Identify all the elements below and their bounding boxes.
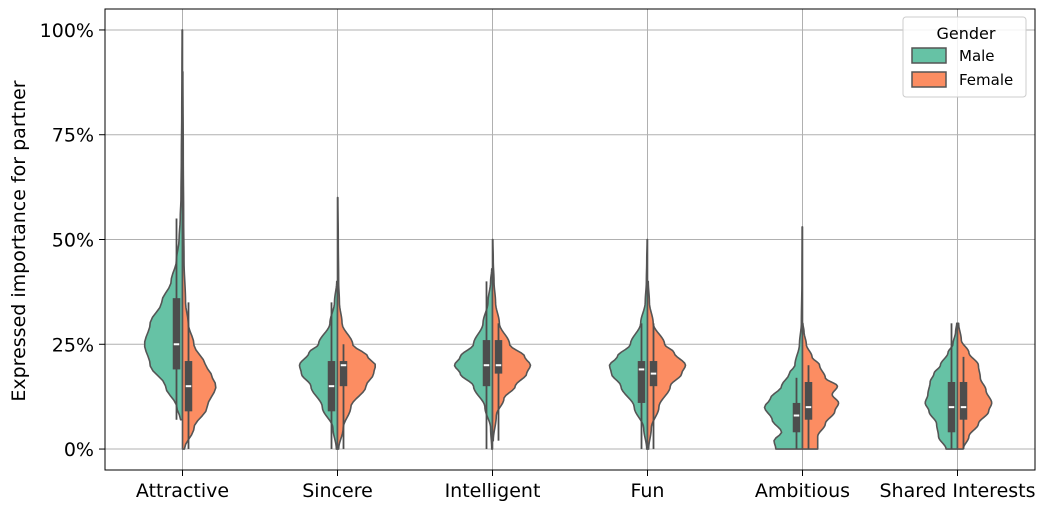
x-axis: Attractive Sincere Intelligent Fun Ambitious… [136,470,1036,502]
iqr-box-male [172,298,181,370]
violin-male [453,268,494,450]
legend-title: Gender [937,24,996,43]
violin-female [336,196,376,450]
iqr-box-female [959,381,968,420]
x-tick-label: Intelligent [445,480,541,502]
violin-female [646,280,687,450]
violin-male [763,226,804,450]
iqr-box-female [804,381,813,420]
y-tick-label: 25% [52,334,94,356]
y-axis-label: Expressed importance for partner [8,80,30,401]
iqr-box-male [482,340,491,387]
violins [143,29,993,450]
violin-female [491,238,532,442]
violin-male [924,322,959,450]
legend-label-male: Male [959,47,995,65]
legend: Gender Male Female [902,16,1027,98]
violin-male [143,29,184,421]
violin-male [298,280,339,450]
iqr-box-female [339,361,348,387]
y-tick-label: 50% [52,230,94,252]
grid-lines [105,9,1035,470]
legend-swatch-female [911,71,947,88]
x-tick-label: Ambitious [755,480,850,502]
legend-label-female: Female [959,71,1013,89]
violin-body-female [336,196,376,450]
legend-swatch-male [911,47,947,64]
x-tick-label: Shared Interests [879,480,1035,502]
x-tick-label: Fun [631,480,665,502]
x-tick-label: Sincere [302,480,373,502]
violin-female [801,322,840,450]
iqr-box-female [494,340,503,374]
violin-female [956,322,993,450]
violin-body-male [763,226,804,450]
x-tick-label: Attractive [136,480,229,502]
violin-body-female [181,71,217,450]
violin-female [181,71,217,450]
y-tick-label: 0% [64,439,94,461]
y-axis: 0% 25% 50% 75% 100% [40,20,105,461]
y-tick-label: 100% [40,20,94,42]
violin-body-male [453,268,494,450]
iqr-box-male [792,402,801,433]
violin-male [608,238,649,450]
iqr-box-male [637,361,646,403]
y-tick-label: 75% [52,125,94,147]
